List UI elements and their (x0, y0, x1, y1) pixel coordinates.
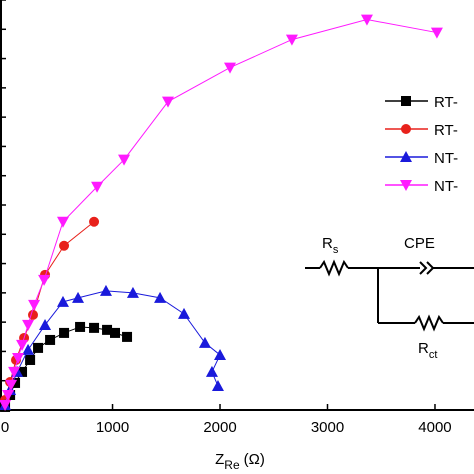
marker (91, 181, 104, 193)
marker (154, 291, 167, 303)
x-label-sub: Re (224, 458, 240, 472)
series-line (4, 19, 438, 406)
annotation: CPE (404, 235, 435, 252)
annotation: Rs (322, 235, 339, 256)
x-axis-label: ZRe (Ω) (215, 451, 265, 472)
marker (224, 62, 237, 74)
annotation-sub: ct (429, 349, 438, 361)
marker (17, 366, 28, 377)
annotation-sub: s (333, 244, 339, 256)
cpe (426, 261, 435, 275)
circuit (305, 259, 474, 332)
marker (198, 336, 211, 348)
marker (12, 352, 25, 364)
marker (8, 366, 21, 378)
marker (161, 96, 174, 108)
marker (75, 321, 86, 332)
marker (0, 399, 12, 411)
marker (430, 27, 443, 39)
marker (72, 291, 85, 303)
marker (118, 154, 131, 166)
x-label-unit: (Ω) (244, 451, 265, 468)
marker (89, 216, 100, 227)
marker (400, 180, 412, 191)
marker (178, 307, 191, 319)
marker (59, 327, 70, 338)
x-tick-label: 0 (1, 419, 9, 436)
marker (401, 96, 411, 106)
x-tick-label: 4000 (418, 419, 451, 436)
x-tick-label: 1000 (96, 419, 129, 436)
annotation: Rct (418, 340, 437, 361)
marker (33, 342, 44, 353)
legend-label: RT- (434, 94, 458, 111)
marker (39, 318, 52, 330)
marker (22, 319, 35, 331)
marker (28, 299, 41, 311)
marker (25, 354, 36, 365)
marker (56, 216, 69, 228)
marker (401, 124, 411, 134)
marker (360, 14, 373, 26)
marker (400, 151, 412, 162)
x-tick-label: 2000 (203, 419, 236, 436)
legend-label: NT- (434, 178, 458, 195)
marker (89, 322, 100, 333)
annotation-text: R (418, 340, 429, 357)
marker (214, 348, 227, 360)
marker (56, 295, 69, 307)
marker (5, 379, 18, 391)
marker (45, 334, 56, 345)
resistor (319, 259, 349, 277)
legend-label: NT- (434, 150, 458, 167)
marker (38, 274, 51, 286)
legend-box (378, 84, 474, 196)
marker (2, 390, 15, 402)
marker (211, 379, 224, 391)
marker (16, 339, 29, 351)
resistor (414, 314, 444, 332)
cpe (419, 261, 428, 275)
marker (122, 331, 133, 342)
marker (102, 324, 113, 335)
legend-label: RT- (434, 122, 458, 139)
annotation-text: R (322, 235, 333, 252)
marker (126, 286, 139, 298)
marker (205, 365, 218, 377)
marker (59, 240, 70, 251)
marker (285, 34, 298, 46)
x-tick-label: 3000 (311, 419, 344, 436)
marker (99, 284, 112, 296)
x-label-main: Z (215, 451, 224, 468)
marker (22, 343, 35, 355)
marker (110, 327, 121, 338)
